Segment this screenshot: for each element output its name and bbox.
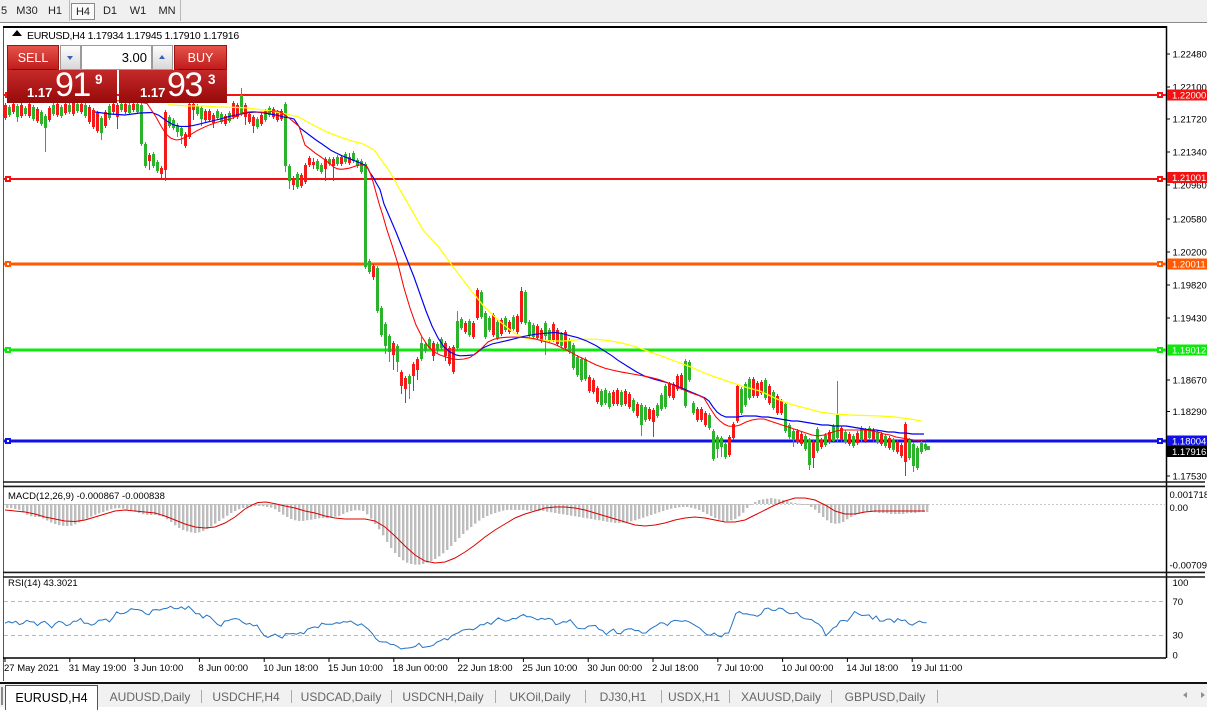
svg-text:19 Jul 11:00: 19 Jul 11:00 <box>911 663 962 674</box>
svg-text:1.20580: 1.20580 <box>1173 215 1207 226</box>
svg-text:70: 70 <box>1173 597 1184 608</box>
svg-text:30: 30 <box>1173 631 1184 642</box>
svg-text:100: 100 <box>1173 578 1189 589</box>
svg-text:RSI(14) 43.3021: RSI(14) 43.3021 <box>8 578 78 589</box>
svg-text:7 Jul 10:00: 7 Jul 10:00 <box>717 663 763 674</box>
svg-text:30 Jun 00:00: 30 Jun 00:00 <box>587 663 642 674</box>
svg-text:0.00: 0.00 <box>1170 503 1189 514</box>
svg-text:8 Jun 00:00: 8 Jun 00:00 <box>198 663 248 674</box>
svg-text:1.17530: 1.17530 <box>1173 472 1207 483</box>
svg-text:27 May 2021: 27 May 2021 <box>4 663 59 674</box>
svg-text:1.21001: 1.21001 <box>1172 173 1206 184</box>
svg-text:EURUSD,H4 1.17934 1.17945 1.1: EURUSD,H4 1.17934 1.17945 1.17910 1.1791… <box>27 30 239 42</box>
svg-text:1.21340: 1.21340 <box>1173 148 1207 159</box>
svg-text:1.20200: 1.20200 <box>1173 248 1207 259</box>
svg-text:18 Jun 00:00: 18 Jun 00:00 <box>393 663 448 674</box>
svg-text:10 Jun 18:00: 10 Jun 18:00 <box>263 663 318 674</box>
svg-text:1.22480: 1.22480 <box>1173 50 1207 61</box>
svg-text:22 Jun 18:00: 22 Jun 18:00 <box>458 663 513 674</box>
svg-text:3 Jun 10:00: 3 Jun 10:00 <box>134 663 184 674</box>
svg-text:MACD(12,26,9) -0.000867 -0.000: MACD(12,26,9) -0.000867 -0.000838 <box>8 491 165 502</box>
svg-text:1.20011: 1.20011 <box>1172 260 1206 271</box>
svg-text:1.17916: 1.17916 <box>1172 447 1206 458</box>
svg-text:1.19820: 1.19820 <box>1173 281 1207 292</box>
svg-text:14 Jul 18:00: 14 Jul 18:00 <box>846 663 898 674</box>
svg-text:1.19012: 1.19012 <box>1172 346 1206 357</box>
svg-text:1.18670: 1.18670 <box>1173 376 1207 387</box>
svg-text:2 Jul 18:00: 2 Jul 18:00 <box>652 663 698 674</box>
svg-text:1.21720: 1.21720 <box>1173 115 1207 126</box>
svg-text:15 Jun 10:00: 15 Jun 10:00 <box>328 663 383 674</box>
svg-text:25 Jun 10:00: 25 Jun 10:00 <box>522 663 577 674</box>
svg-text:1.18290: 1.18290 <box>1173 407 1207 418</box>
svg-text:10 Jul 00:00: 10 Jul 00:00 <box>782 663 834 674</box>
svg-text:1.22000: 1.22000 <box>1172 91 1206 102</box>
svg-text:1.18004: 1.18004 <box>1172 437 1206 448</box>
svg-text:-0.00709: -0.00709 <box>1170 561 1207 572</box>
svg-text:0.001718: 0.001718 <box>1170 490 1207 501</box>
svg-text:1.19430: 1.19430 <box>1173 314 1207 325</box>
svg-text:31 May 19:00: 31 May 19:00 <box>69 663 127 674</box>
svg-text:0: 0 <box>1173 651 1178 662</box>
